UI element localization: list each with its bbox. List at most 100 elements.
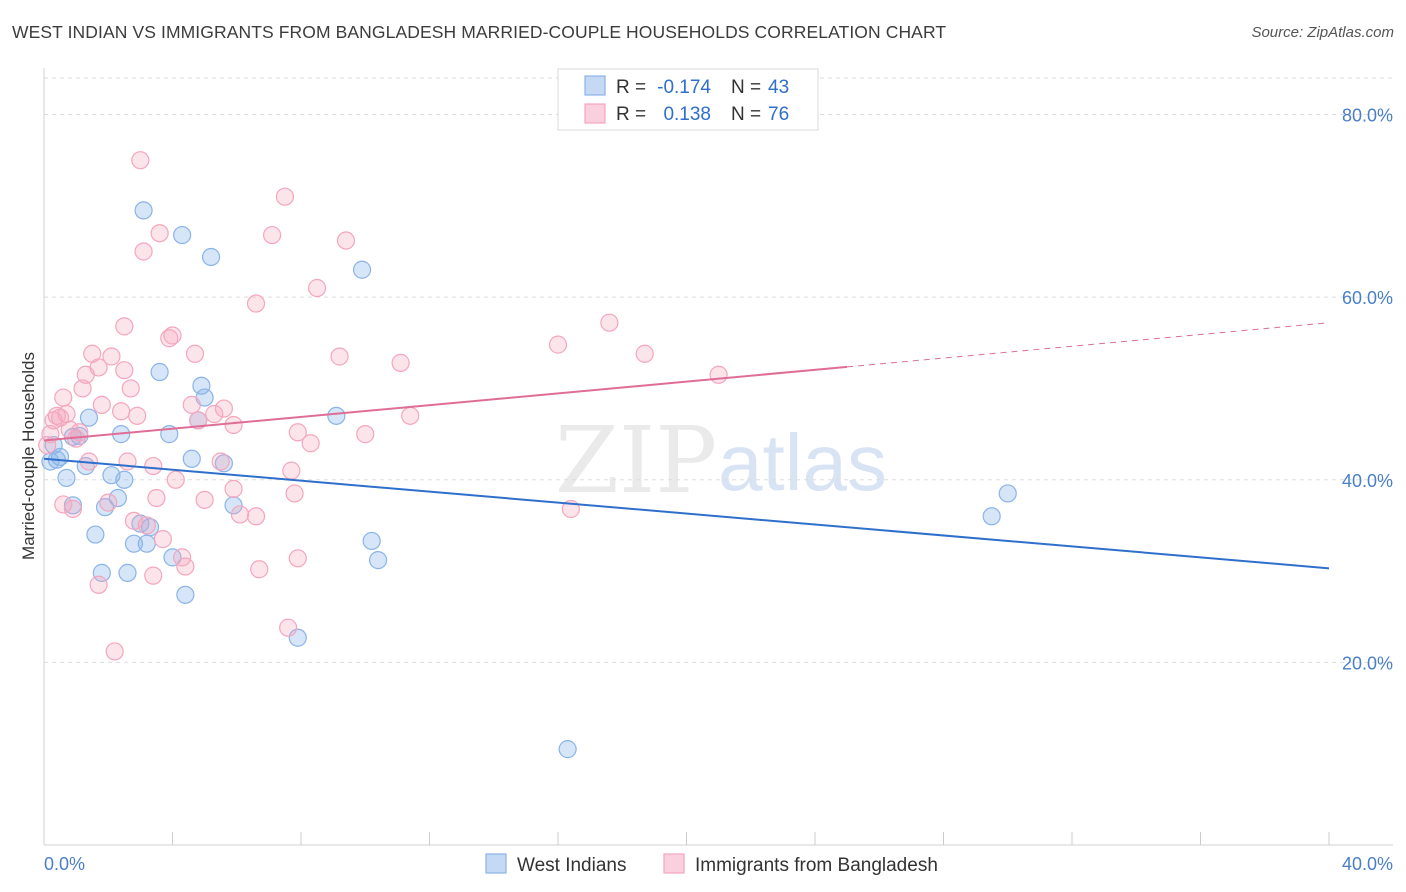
west-indians-point-26	[173, 225, 192, 245]
bangladesh-point-58	[282, 461, 301, 480]
bangladesh-point-49	[224, 415, 243, 435]
bottom-legend-swatch-bangladesh	[663, 853, 685, 874]
bangladesh-point-32	[144, 456, 163, 476]
bangladesh-point-28	[128, 406, 147, 425]
bangladesh-point-19	[99, 493, 118, 512]
bangladesh-point-56	[275, 187, 295, 206]
bangladesh-point-73	[709, 365, 728, 384]
bangladesh-point-71	[600, 313, 619, 332]
west-indians-point-32	[201, 247, 221, 267]
west-indians-point-21	[137, 534, 156, 553]
bangladesh-point-25	[118, 452, 137, 471]
west-indians-point-10	[86, 525, 105, 544]
west-indians-point-16	[115, 470, 134, 489]
legend-swatch-bangladesh	[584, 103, 606, 124]
bangladesh-point-43	[185, 344, 205, 363]
bangladesh-point-34	[147, 488, 166, 508]
west-indians-point-23	[150, 362, 169, 382]
bangladesh-point-67	[391, 353, 410, 372]
x-tick-label-max: 40.0%	[1342, 854, 1393, 874]
west-indians-point-41	[982, 507, 1001, 526]
west-indians-point-33	[214, 454, 233, 473]
west-indians-point-42	[998, 484, 1017, 503]
bangladesh-point-51	[230, 505, 250, 524]
bangladesh-point-33	[144, 566, 163, 585]
west-indians-point-28	[182, 449, 201, 468]
bangladesh-point-24	[115, 361, 134, 380]
bangladesh-point-20	[102, 347, 121, 366]
bangladesh-point-48	[214, 399, 233, 418]
west-indians-point-30	[192, 376, 211, 395]
bangladesh-point-29	[131, 151, 150, 170]
x-tick-label-min: 0.0%	[44, 854, 85, 874]
source-label: Source: ZipAtlas.com	[1251, 24, 1394, 41]
bangladesh-point-6	[54, 495, 73, 514]
legend-r-label-1: R =	[616, 104, 646, 125]
bangladesh-point-12	[73, 379, 92, 398]
bangladesh-point-54	[250, 560, 269, 579]
west-indians-point-39	[369, 551, 388, 570]
y-tick-label-40: 40.0%	[1342, 471, 1393, 491]
bangladesh-point-17	[89, 358, 108, 377]
west-indians-point-4	[57, 468, 76, 488]
legend-n-label-0: N =	[731, 77, 761, 98]
west-indians-point-27	[176, 585, 195, 604]
watermark-zip: ZIP	[555, 407, 717, 514]
bangladesh-point-64	[330, 347, 349, 366]
chart-title: WEST INDIAN VS IMMIGRANTS FROM BANGLADES…	[12, 22, 947, 42]
bangladesh-point-9	[63, 499, 83, 519]
series-bangladesh-points	[38, 151, 728, 661]
bangladesh-point-65	[336, 231, 356, 250]
legend-r-value-0: -0.174	[657, 77, 711, 98]
watermark-atlas: atlas	[718, 418, 887, 507]
west-indians-trend-line	[43, 457, 1330, 570]
legend-r-label-0: R =	[616, 77, 646, 98]
west-indians-point-37	[352, 260, 372, 279]
bottom-legend-label-bangladesh: Immigrants from Bangladesh	[695, 855, 938, 876]
bangladesh-point-31	[137, 516, 156, 535]
bangladesh-point-59	[285, 484, 304, 503]
bangladesh-point-44	[189, 411, 208, 430]
west-indians-point-18	[124, 534, 144, 553]
bangladesh-trend-line	[43, 365, 848, 442]
bangladesh-point-21	[105, 642, 124, 661]
bangladesh-point-47	[211, 452, 230, 471]
trend-lines	[43, 322, 1330, 570]
bangladesh-point-22	[111, 402, 131, 421]
west-indians-point-25	[163, 548, 182, 567]
bangladesh-point-26	[121, 379, 140, 398]
bangladesh-point-7	[57, 404, 76, 424]
bangladesh-point-45	[195, 490, 214, 509]
west-indians-point-9	[79, 408, 99, 427]
bangladesh-point-60	[288, 423, 307, 442]
bangladesh-point-1	[41, 425, 60, 444]
y-axis-title: Married-couple Households	[19, 352, 38, 560]
bangladesh-trend-extension	[847, 322, 1330, 368]
bangladesh-point-63	[307, 278, 327, 298]
watermark: ZIP atlas	[555, 407, 887, 514]
bangladesh-point-16	[89, 575, 108, 594]
bangladesh-point-66	[356, 425, 375, 444]
bangladesh-point-36	[153, 530, 172, 549]
legend-n-value-0: 43	[768, 77, 789, 98]
bangladesh-point-57	[279, 618, 298, 637]
bangladesh-point-50	[224, 479, 243, 498]
x-axis-ticks	[172, 832, 1330, 845]
y-axis-labels: 20.0% 40.0% 60.0% 80.0%	[1342, 106, 1393, 674]
bottom-legend-label-west-indians: West Indians	[517, 855, 626, 876]
bottom-legend-swatch-west-indians	[485, 853, 507, 874]
west-indians-point-22	[140, 518, 160, 537]
y-tick-label-60: 60.0%	[1342, 288, 1393, 308]
legend-r-value-1: 0.138	[663, 104, 711, 125]
bangladesh-point-53	[246, 507, 266, 526]
y-tick-label-80: 80.0%	[1342, 106, 1393, 126]
bottom-legend: West Indians Immigrants from Bangladesh	[485, 853, 938, 876]
bangladesh-point-52	[246, 294, 266, 313]
bangladesh-point-62	[301, 434, 320, 453]
west-indians-point-20	[134, 201, 153, 220]
bangladesh-point-41	[176, 557, 195, 576]
west-indians-point-40	[558, 740, 577, 759]
west-indians-point-38	[362, 531, 381, 551]
legend-box: R = -0.174 N = 43 R = 0.138 N = 76	[557, 68, 819, 131]
